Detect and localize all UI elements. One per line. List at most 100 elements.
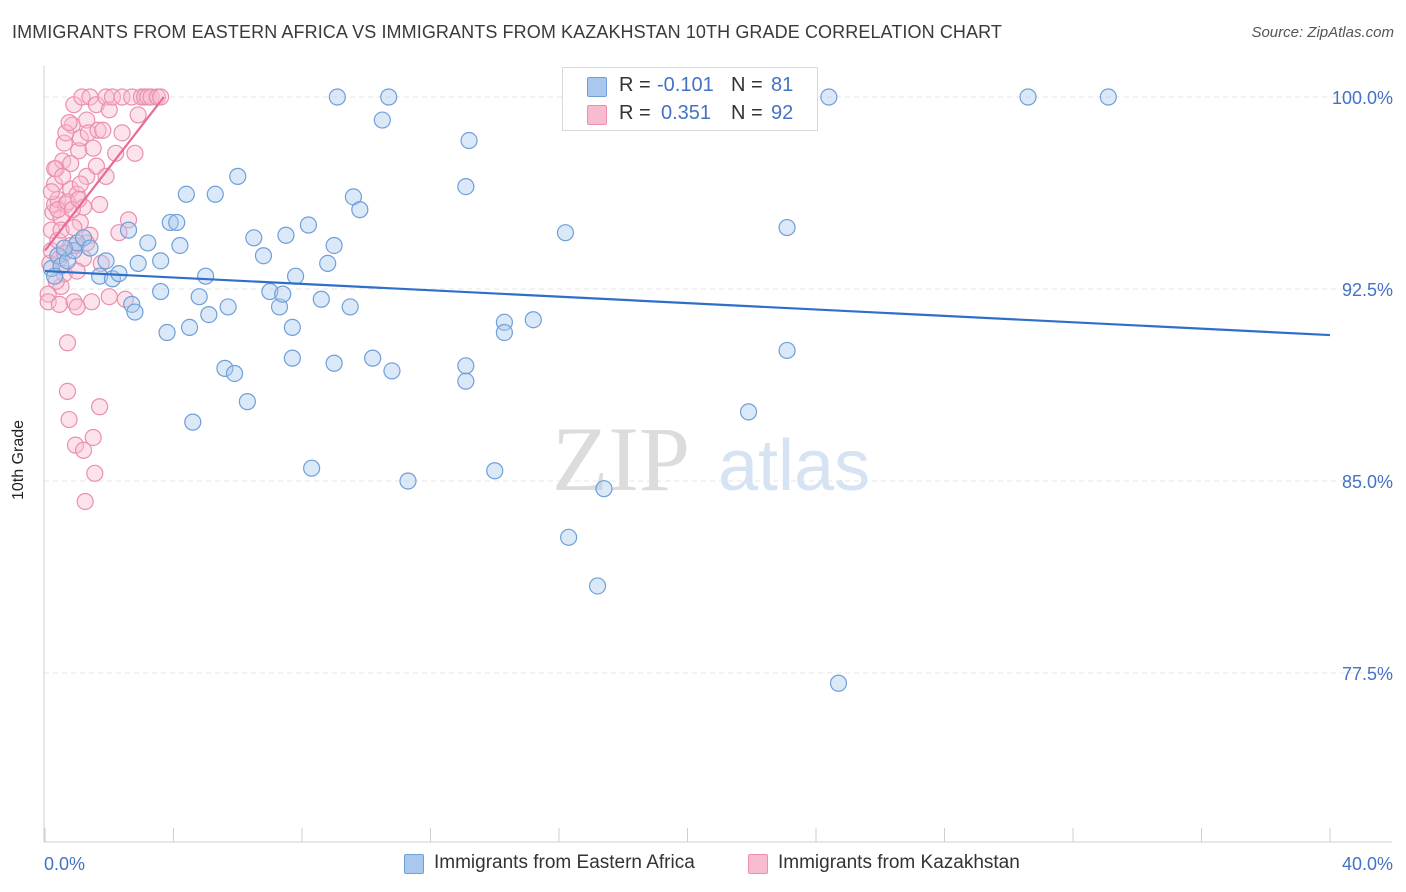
eastern-africa-point — [229, 167, 247, 185]
eastern-africa-point — [58, 252, 77, 270]
eastern-africa-point — [380, 88, 398, 106]
eastern-africa-point — [319, 254, 337, 272]
x-tick-label: 40.0% — [1342, 854, 1393, 874]
eastern-africa-point — [486, 462, 504, 480]
eastern-africa-point — [778, 218, 796, 237]
eastern-africa-point — [341, 298, 359, 316]
eastern-africa-point — [200, 306, 218, 324]
kazakhstan-point — [60, 410, 78, 429]
kazakhstan-point — [119, 211, 138, 229]
eastern-africa-point — [119, 221, 138, 239]
kazakhstan-point — [84, 428, 102, 447]
eastern-africa-point — [778, 341, 796, 360]
kazakhstan-point — [58, 334, 77, 352]
y-tick-label: 85.0% — [1342, 472, 1393, 492]
eastern-africa-point — [152, 252, 170, 270]
eastern-africa-point — [158, 323, 176, 342]
eastern-africa-point — [457, 178, 475, 196]
kazakhstan-point — [68, 298, 86, 316]
eastern-africa-point — [55, 239, 73, 257]
series-kazakhstan — [39, 88, 170, 511]
kazakhstan-point — [142, 88, 160, 106]
kazakhstan-point — [70, 142, 88, 160]
eastern-africa-point — [351, 201, 369, 219]
eastern-africa-point — [739, 403, 758, 421]
eastern-africa-point — [495, 313, 513, 331]
eastern-africa-point — [325, 354, 343, 372]
eastern-africa-point — [373, 111, 391, 129]
kazakhstan-point — [100, 288, 118, 306]
eastern-africa-point — [274, 285, 292, 303]
blue-swatch-icon — [404, 854, 424, 874]
kazakhstan-point — [50, 295, 69, 313]
eastern-africa-point — [168, 213, 186, 232]
blue-swatch-icon — [587, 77, 607, 97]
eastern-africa-point — [161, 213, 179, 232]
eastern-africa-point — [190, 288, 208, 306]
eastern-africa-point — [286, 267, 305, 285]
kazakhstan-point — [42, 183, 61, 201]
kazakhstan-point — [113, 124, 131, 142]
eastern-africa-point — [97, 252, 115, 270]
kazakhstan-point — [58, 382, 77, 400]
kazakhstan-point — [100, 101, 118, 119]
kazakhstan-point — [76, 492, 94, 511]
eastern-africa-point — [180, 318, 199, 336]
eastern-africa-point — [261, 282, 279, 301]
kazakhstan-point — [94, 121, 112, 139]
eastern-africa-point — [177, 185, 195, 203]
eastern-africa-point — [283, 349, 301, 367]
kazakhstan-point — [78, 111, 96, 129]
eastern-africa-point — [524, 311, 542, 329]
eastern-africa-point — [184, 413, 202, 431]
n-label: N = — [731, 102, 763, 124]
n-label: N = — [731, 74, 763, 96]
legend-row-kazakhstan: R = 0.351 N = 92 — [563, 100, 817, 128]
eastern-africa-point — [829, 674, 848, 692]
kazakhstan-point — [89, 121, 107, 139]
eastern-africa-point — [303, 459, 321, 477]
kazakhstan-point — [84, 139, 102, 157]
eastern-africa-point — [383, 362, 401, 380]
kazakhstan-point — [62, 154, 80, 173]
kazakhstan-point — [92, 254, 110, 272]
legend-label: Immigrants from Eastern Africa — [434, 852, 695, 873]
eastern-africa-point — [820, 88, 838, 106]
eastern-africa-point — [139, 234, 157, 252]
eastern-africa-point — [364, 349, 382, 367]
eastern-africa-point — [216, 359, 234, 377]
eastern-africa-point — [1019, 88, 1037, 106]
eastern-africa-point — [225, 364, 244, 383]
pink-swatch-icon — [587, 105, 607, 125]
eastern-africa-point — [206, 185, 224, 203]
eastern-africa-point — [495, 323, 513, 342]
eastern-africa-point — [560, 528, 578, 546]
chart-title: IMMIGRANTS FROM EASTERN AFRICA VS IMMIGR… — [12, 22, 1002, 42]
eastern-africa-point — [129, 254, 147, 272]
eastern-africa-point — [328, 88, 346, 106]
kazakhstan-point — [78, 234, 96, 252]
kazakhstan-point — [107, 144, 125, 162]
kazakhstan-point — [57, 124, 75, 142]
n-value: 92 — [771, 102, 794, 124]
kazakhstan-point — [65, 293, 83, 311]
eastern-africa-point — [171, 236, 189, 255]
eastern-africa-point — [1099, 88, 1117, 106]
r-value: -0.101 — [657, 74, 714, 96]
pink-swatch-icon — [748, 854, 768, 874]
kazakhstan-point — [52, 277, 70, 296]
source-credit[interactable]: Source: ZipAtlas.com — [1251, 24, 1394, 41]
r-label: R = — [619, 74, 651, 96]
correlation-legend: R = -0.101 N = 81 R = 0.351 N = 92 — [562, 67, 818, 131]
kazakhstan-point — [82, 293, 101, 311]
kazakhstan-point — [74, 441, 93, 459]
kazakhstan-point — [103, 88, 122, 106]
kazakhstan-point — [39, 293, 57, 311]
kazakhstan-point — [54, 167, 72, 185]
kazakhstan-point — [152, 88, 170, 106]
kazakhstan-trend-line — [44, 96, 165, 252]
kazakhstan-point — [91, 398, 109, 416]
r-label: R = — [619, 102, 651, 124]
kazakhstan-point — [86, 464, 104, 482]
